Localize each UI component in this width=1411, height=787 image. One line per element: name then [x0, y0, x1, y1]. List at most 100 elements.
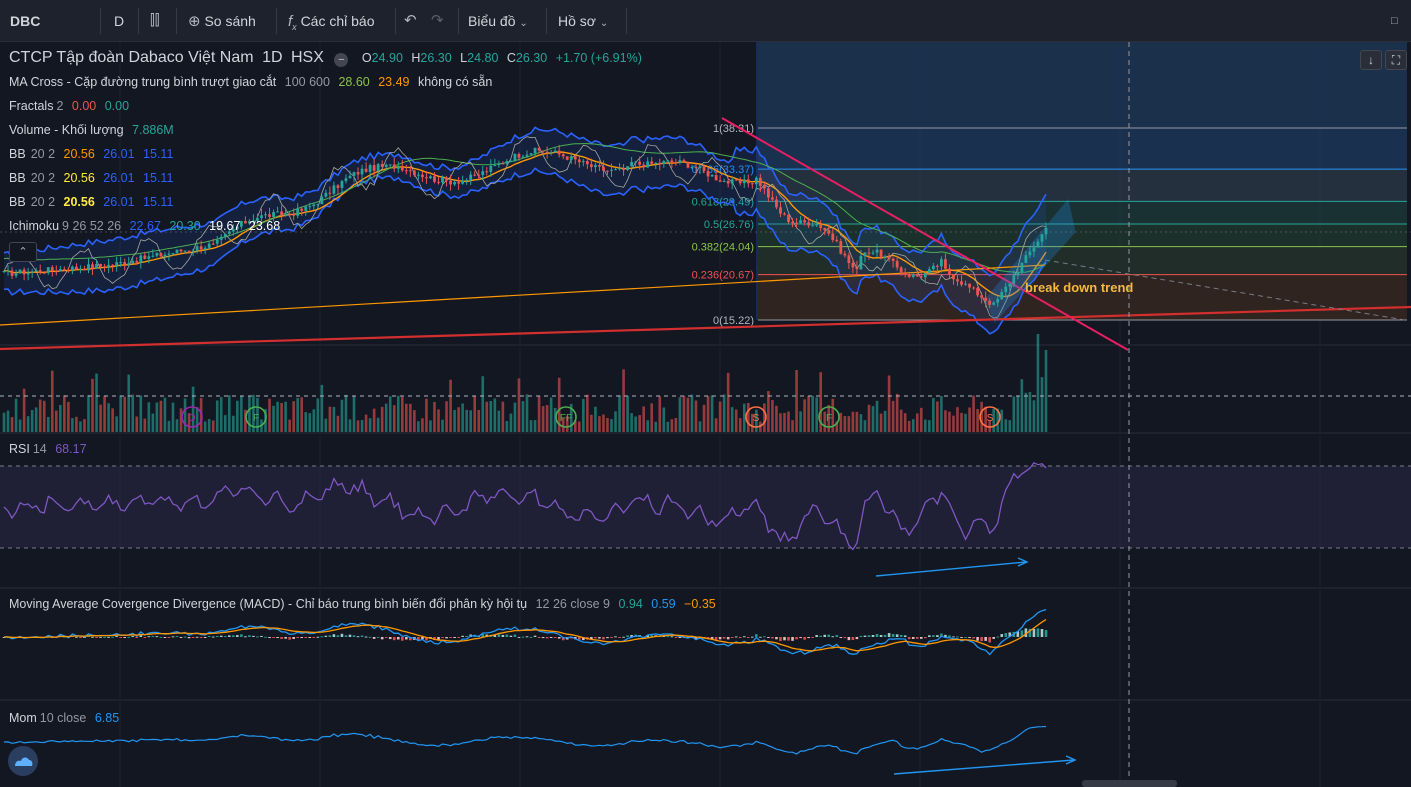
candle-body — [252, 220, 255, 222]
macd-histogram-bar — [457, 637, 460, 638]
fractal-marker-label: S — [987, 413, 994, 424]
candle-body — [372, 165, 376, 171]
macd-histogram-bar — [99, 636, 102, 638]
volume-bar — [501, 401, 505, 432]
candle-body — [996, 299, 1000, 303]
macd-histogram-bar — [827, 634, 831, 637]
series-title[interactable]: CTCP Tập đoàn Dabaco Việt Nam — [9, 49, 254, 66]
candle-body — [437, 181, 440, 183]
volume-bar — [569, 403, 573, 432]
fullscreen-button[interactable]: ⛶ — [1385, 50, 1407, 70]
candle-body — [678, 160, 682, 163]
macd-legend[interactable]: Moving Average Covergence Divergence (MA… — [9, 597, 721, 611]
candle-body — [513, 153, 517, 162]
macd-histogram-bar — [131, 636, 135, 638]
candle-body — [441, 177, 444, 183]
volume-bar — [843, 416, 847, 432]
ichimoku-legend[interactable]: Ichimoku 9 26 52 26 22.67 20.30 19.67 23.… — [9, 219, 285, 233]
fractals-legend[interactable]: Fractals 2 0.00 0.00 — [9, 99, 134, 113]
symbol-search[interactable]: DBC — [10, 13, 41, 29]
profile-menu-label: Hồ sơ — [558, 13, 596, 29]
candle-body — [618, 168, 621, 170]
mom-legend[interactable]: Mom 10 close 6.85 — [9, 711, 124, 725]
candle-body — [493, 165, 497, 167]
rsi-name: RSI — [9, 442, 30, 456]
interval-button[interactable]: D — [114, 13, 125, 29]
macd-histogram-bar — [795, 637, 798, 640]
candle-body — [54, 270, 58, 272]
bb-name: BB — [9, 171, 26, 185]
candle-body — [952, 274, 955, 280]
volume-bar — [95, 373, 98, 432]
volume-bar — [79, 421, 82, 432]
volume-bar — [590, 414, 593, 432]
bb-legend-3[interactable]: BB 20 2 20.56 26.01 15.11 — [9, 195, 178, 209]
macd-histogram-bar — [928, 635, 931, 637]
macd-histogram-bar — [618, 637, 621, 638]
candle-body — [670, 160, 674, 163]
macd-signal-line — [4, 619, 1047, 652]
change-value: +1.70 (+6.91%) — [555, 51, 642, 65]
ma-cross-legend[interactable]: MA Cross - Cặp đường trung bình trượt gi… — [9, 75, 497, 89]
indicators-button[interactable]: fx Các chỉ báo — [288, 0, 375, 42]
rsi-params: 14 — [32, 442, 47, 456]
volume-bar — [320, 384, 324, 432]
volume-bar — [215, 400, 219, 432]
macd-histogram-bar — [879, 634, 883, 637]
rsi-legend[interactable]: RSI 14 68.17 — [9, 442, 92, 456]
volume-bar — [578, 421, 581, 432]
scroll-down-button[interactable]: ↓ — [1360, 50, 1382, 70]
volume-bar — [573, 420, 577, 432]
collapse-legend-button[interactable]: ⌃ — [9, 242, 37, 262]
candle-body — [91, 264, 94, 269]
candle-body — [923, 273, 927, 278]
toolbar-divider — [546, 8, 547, 34]
candle-body — [364, 168, 368, 172]
undo-icon[interactable]: ↶ — [404, 12, 417, 29]
compare-button[interactable]: ⊕ So sánh — [188, 0, 256, 42]
volume-bar — [690, 394, 694, 432]
tradingview-logo-icon[interactable] — [8, 746, 38, 776]
bb-legend-1[interactable]: BB 20 2 20.56 26.01 15.11 — [9, 147, 178, 161]
candle-body — [131, 261, 135, 264]
ichimoku-leading: 23.68 — [248, 219, 281, 233]
macd-histogram-bar — [734, 636, 738, 638]
volume-bar — [513, 402, 517, 432]
profile-menu-button[interactable]: Hồ sơ ⌄ — [558, 0, 608, 42]
volume-bar — [59, 404, 62, 432]
candle-style-icon[interactable]: ⫿⫿ — [150, 12, 160, 29]
chart-canvas[interactable]: 1(38.31)0.786(33.37)0.618(29.49)0.5(26.7… — [0, 42, 1411, 787]
macd-histogram-bar — [396, 637, 400, 640]
fractal-marker — [818, 406, 840, 428]
mom-name: Mom — [9, 711, 37, 725]
bb-legend-2[interactable]: BB 20 2 20.56 26.01 15.11 — [9, 171, 178, 185]
candle-body — [38, 270, 42, 273]
volume-bar — [662, 407, 666, 432]
macd-histogram-bar — [199, 637, 203, 638]
legend-menu-icon[interactable]: – — [334, 53, 349, 67]
volume-bar — [46, 416, 50, 432]
redo-icon[interactable]: ↷ — [431, 12, 444, 29]
candle-body — [340, 181, 344, 188]
chart-area[interactable]: 1(38.31) 0.786(33.37) 0.618(29.49) 0.5(26.7… — [0, 42, 1411, 787]
volume-bar — [384, 403, 388, 432]
candle-body — [622, 168, 625, 171]
volume-bar — [710, 395, 714, 432]
macd-histogram-bar — [1024, 628, 1028, 637]
candle-body — [706, 170, 710, 177]
candle-body — [332, 185, 336, 194]
candle-body — [421, 174, 424, 178]
volume-bar — [537, 395, 541, 432]
candle-body — [927, 269, 931, 274]
volume-legend[interactable]: Volume - Khối lượng 7.886M — [9, 123, 179, 137]
macd-histogram-bar — [453, 637, 456, 638]
macd-histogram-bar — [666, 636, 670, 638]
more-icon[interactable]: □ — [1391, 15, 1398, 27]
macd-histogram-bar — [384, 637, 388, 638]
candle-body — [207, 243, 211, 248]
candle-body — [284, 213, 288, 216]
candle-body — [666, 160, 670, 162]
volume-bar — [276, 401, 279, 432]
chart-menu-button[interactable]: Biểu đồ ⌄ — [468, 0, 528, 42]
candle-body — [521, 156, 525, 158]
